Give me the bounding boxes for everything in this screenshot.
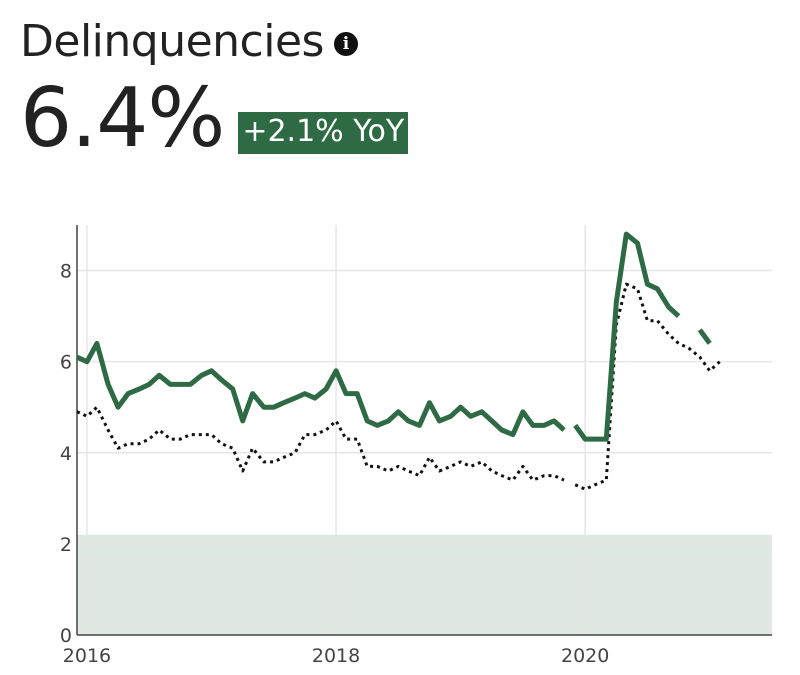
metric-title: Delinquencies [20, 15, 324, 67]
x-tick-label: 2020 [561, 645, 609, 667]
series-line-dotted [76, 405, 565, 482]
metric-value: 6.4% [20, 71, 225, 166]
y-tick-label: 0 [60, 625, 72, 647]
y-tick-label: 2 [60, 534, 72, 556]
y-tick-label: 4 [60, 443, 72, 465]
series-line-dotted [574, 282, 721, 491]
yoy-change-badge: +2.1% YoY [238, 112, 409, 154]
title-row: Delinquencies i [20, 10, 408, 72]
x-tick-label: 2018 [312, 645, 360, 667]
series-line-solid [573, 231, 681, 442]
value-row: 6.4% +2.1% YoY [20, 71, 409, 166]
series-line-solid [75, 340, 566, 438]
series-line-solid [697, 328, 712, 345]
shaded-band [77, 534, 772, 635]
x-tick-label: 2016 [63, 645, 111, 667]
y-tick-label: 6 [60, 352, 72, 374]
y-tick-label: 8 [60, 261, 72, 283]
metric-header: Delinquencies i 6.4% +2.1% YoY [20, 10, 409, 166]
info-icon[interactable]: i [333, 32, 358, 56]
